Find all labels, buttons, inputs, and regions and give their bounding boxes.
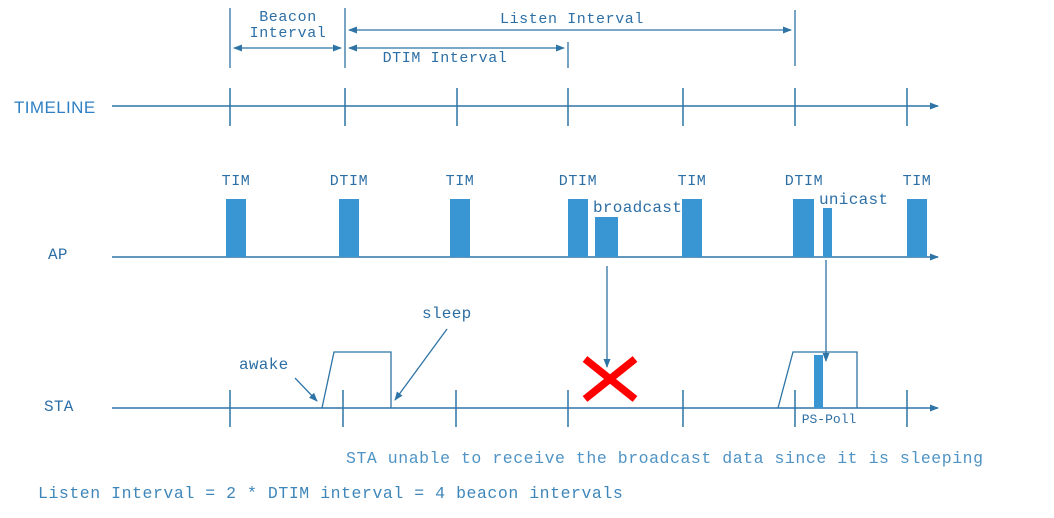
missed-broadcast-cross-icon [582,356,638,402]
awake-leader-arrow [294,377,318,402]
beacon-label-dtim-3: DTIM [784,173,824,190]
ap-beacon-bar-dtim-3 [793,199,814,257]
beacon-label-tim-2: TIM [445,173,475,190]
beacon-label-dtim-2: DTIM [558,173,598,190]
ap-beacon-bar-tim-1 [226,199,246,257]
timeline-axis [112,88,939,126]
beacon-label-tim-3: TIM [677,173,707,190]
ap-row-label: AP [48,246,68,264]
ap-beacon-bar-tim-4 [907,199,927,257]
timeline-row-label: TIMELINE [14,98,96,117]
ap-beacon-bar-tim-3 [682,199,702,257]
sta-awake-windows [321,351,858,409]
ap-beacon-bar-dtim-1 [339,199,359,257]
ap-beacon-bar-tim-2 [450,199,470,257]
awake-window-2 [777,351,858,409]
interval-span-arrows [233,26,792,52]
dtim-interval-label: DTIM Interval [382,50,508,67]
broadcast-frame-bar [595,217,618,257]
broadcast-frame-label: broadcast [593,199,683,217]
sleeping-note: STA unable to receive the broadcast data… [346,449,984,468]
delivery-arrows [603,260,830,368]
ap-beacon-bar-dtim-2 [568,199,588,257]
sleep-label: sleep [422,305,472,323]
beacon-label-tim-1: TIM [221,173,251,190]
unicast-frame-bar [823,208,832,257]
awake-window-1 [321,351,392,409]
listen-interval-label: Listen Interval [499,11,645,28]
sta-axis [112,390,939,427]
formula-note: Listen Interval = 2 * DTIM interval = 4 … [38,484,624,503]
sta-row-label: STA [44,398,74,416]
interval-guide-lines [229,8,796,68]
beacon-interval-label: Beacon Interval [249,9,327,43]
ps-poll-label: PS-Poll [801,412,857,427]
beacon-label-dtim-1: DTIM [329,173,369,190]
ps-poll-bar [814,355,823,408]
sleep-leader-arrow [394,328,448,401]
unicast-frame-label: unicast [819,191,889,209]
leader-arrows [294,328,448,402]
beacon-label-tim-4: TIM [902,173,932,190]
awake-label: awake [239,356,289,374]
